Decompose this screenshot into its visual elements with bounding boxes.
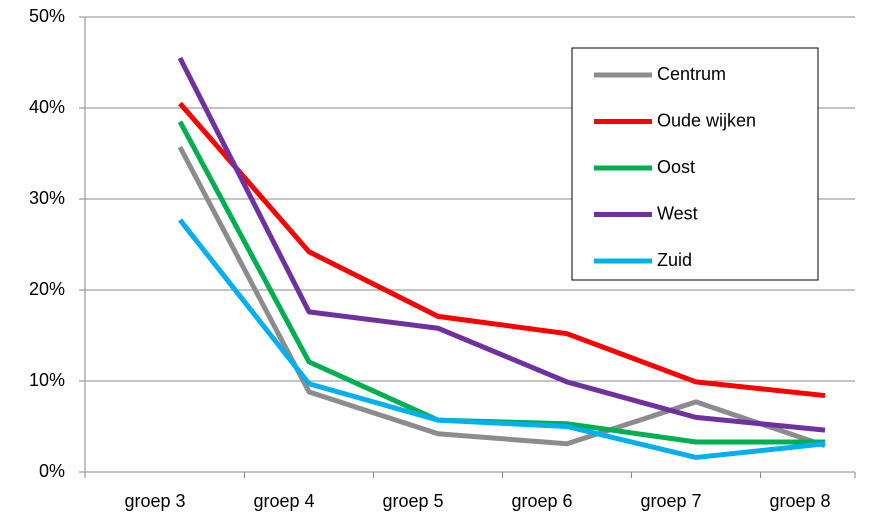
y-tick-label: 20% (29, 279, 65, 299)
y-tick-label: 40% (29, 97, 65, 117)
y-tick-label: 10% (29, 370, 65, 390)
y-tick-label: 50% (29, 6, 65, 26)
x-tick-label: groep 8 (769, 491, 830, 511)
series-line (177, 145, 826, 448)
legend-label: West (657, 203, 698, 223)
x-tick-label: groep 3 (124, 491, 185, 511)
x-tick-label: groep 6 (511, 491, 572, 511)
x-tick-label: groep 4 (253, 491, 314, 511)
x-tick-label: groep 7 (640, 491, 701, 511)
legend-label: Zuid (657, 250, 692, 270)
series-line (178, 218, 826, 460)
legend-box (571, 47, 819, 281)
series-line (177, 56, 826, 433)
x-tick-label: groep 5 (382, 491, 443, 511)
y-tick-label: 0% (39, 461, 65, 481)
y-tick-label: 30% (29, 188, 65, 208)
legend-label: Centrum (657, 64, 726, 84)
legend-label: Oude wijken (657, 110, 756, 130)
series-line (178, 101, 826, 399)
legend-label: Oost (657, 157, 695, 177)
